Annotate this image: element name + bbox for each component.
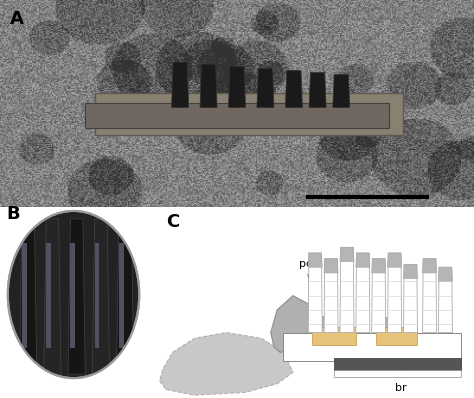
Polygon shape xyxy=(85,103,389,128)
Polygon shape xyxy=(308,253,322,333)
Polygon shape xyxy=(95,243,100,348)
Polygon shape xyxy=(71,243,75,348)
Polygon shape xyxy=(333,74,350,107)
Polygon shape xyxy=(46,243,51,348)
Polygon shape xyxy=(422,259,437,333)
Polygon shape xyxy=(309,72,326,107)
Polygon shape xyxy=(403,264,418,279)
Polygon shape xyxy=(271,296,315,353)
Polygon shape xyxy=(117,219,134,374)
Polygon shape xyxy=(324,259,338,273)
Polygon shape xyxy=(257,68,274,107)
Text: pc: pc xyxy=(300,259,317,313)
Polygon shape xyxy=(22,243,27,348)
Text: C: C xyxy=(166,213,179,231)
Polygon shape xyxy=(340,247,354,333)
Polygon shape xyxy=(356,253,370,333)
Polygon shape xyxy=(160,333,293,395)
Polygon shape xyxy=(422,259,437,273)
Text: A: A xyxy=(9,10,23,28)
Polygon shape xyxy=(372,259,386,273)
Polygon shape xyxy=(172,62,189,107)
Polygon shape xyxy=(334,370,461,377)
Polygon shape xyxy=(375,327,417,345)
Polygon shape xyxy=(228,66,246,107)
Polygon shape xyxy=(310,316,325,327)
Polygon shape xyxy=(285,70,302,107)
Polygon shape xyxy=(200,64,217,107)
Polygon shape xyxy=(372,259,386,333)
Polygon shape xyxy=(438,267,452,333)
Polygon shape xyxy=(44,219,61,374)
Polygon shape xyxy=(382,317,394,327)
Circle shape xyxy=(8,211,139,378)
Text: br: br xyxy=(394,369,406,393)
Polygon shape xyxy=(438,267,452,281)
Polygon shape xyxy=(119,243,124,348)
Polygon shape xyxy=(95,93,403,135)
Text: B: B xyxy=(6,205,20,223)
Polygon shape xyxy=(92,219,109,374)
Polygon shape xyxy=(68,219,85,374)
Polygon shape xyxy=(283,333,461,361)
Polygon shape xyxy=(308,253,322,267)
Polygon shape xyxy=(19,219,37,374)
Polygon shape xyxy=(388,253,401,267)
Polygon shape xyxy=(324,259,338,333)
Polygon shape xyxy=(388,253,401,333)
Polygon shape xyxy=(334,358,461,370)
Polygon shape xyxy=(312,327,356,345)
Polygon shape xyxy=(356,253,370,267)
Polygon shape xyxy=(403,264,418,333)
Polygon shape xyxy=(340,247,354,261)
